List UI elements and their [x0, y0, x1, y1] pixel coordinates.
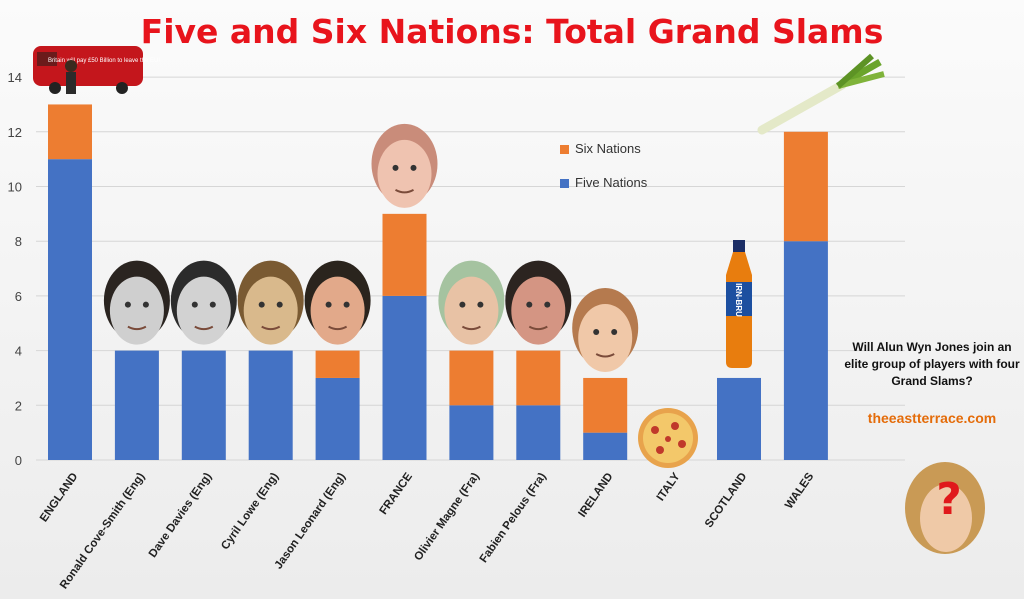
bar-five-nations-10 [717, 377, 761, 460]
bar-six-nations-11 [783, 131, 828, 242]
bar-six-nations-8 [583, 377, 628, 433]
bus-text: Britain will pay £50 Billion to leave th… [48, 58, 160, 64]
bar-five-nations-4 [315, 377, 360, 460]
x-tick-label: IRELAND [577, 471, 616, 520]
portrait-4 [304, 260, 371, 345]
legend-six-label: Six Nations [575, 141, 641, 156]
x-tick-label: Olivier Magne (Fra) [412, 471, 482, 563]
x-tick-label: Cyril Lowe (Eng) [219, 471, 281, 552]
site-url: theeastterrace.com [867, 410, 997, 426]
portrait-7 [505, 260, 572, 345]
y-tick-label: 2 [15, 398, 22, 413]
bar-five-nations-3 [248, 350, 293, 460]
portrait-6 [438, 260, 505, 345]
question-mark: ? [936, 474, 962, 525]
legend-six-swatch [560, 145, 569, 155]
bottle-icon: IRN-BRU [726, 240, 752, 368]
pizza-icon [638, 408, 698, 468]
portrait-1 [103, 260, 170, 345]
bar-five-nations-7 [516, 405, 561, 460]
x-tick-label: Dave Davies (Eng) [147, 471, 214, 560]
y-tick-label: 6 [15, 289, 22, 304]
bar-six-nations-6 [449, 350, 494, 406]
legend-six-nations: Six Nations [560, 141, 641, 156]
legend-five-swatch [560, 179, 569, 189]
bar-five-nations-8 [583, 432, 628, 460]
bar-five-nations-2 [181, 350, 226, 460]
portrait-8 [572, 287, 639, 372]
bar-five-nations-11 [783, 241, 828, 460]
legend-five-nations: Five Nations [560, 175, 647, 190]
leek-icon [757, 53, 885, 135]
portrait-5 [371, 123, 438, 208]
bus-icon: Britain will pay £50 Billion to leave th… [33, 46, 160, 94]
y-tick-label: 10 [8, 180, 22, 195]
player-photos [103, 123, 639, 372]
x-tick-label: SCOTLAND [703, 471, 749, 530]
y-tick-label: 8 [15, 234, 22, 249]
y-tick-label: 14 [8, 70, 22, 85]
question-face: ? [905, 462, 985, 554]
x-tick-label: WALES [783, 471, 816, 512]
bar-six-nations-7 [516, 350, 561, 406]
bar-five-nations-1 [114, 350, 159, 460]
x-tick-label: ITALY [655, 471, 683, 504]
x-tick-label: ENGLAND [38, 471, 80, 524]
chart-title: Five and Six Nations: Total Grand Slams [140, 12, 884, 51]
portrait-2 [170, 260, 237, 345]
x-tick-label: Fabien Pelous (Fra) [478, 471, 549, 565]
y-tick-label: 0 [15, 453, 22, 468]
y-tick-label: 12 [8, 125, 22, 140]
legend-five-label: Five Nations [575, 175, 648, 190]
y-tick-label: 4 [15, 344, 22, 359]
bar-five-nations-6 [449, 405, 494, 460]
svg-text:Britain will pay £50 Billion t: Britain will pay £50 Billion to leave th… [48, 58, 160, 64]
bar-six-nations-5 [382, 213, 427, 296]
bar-five-nations-0 [48, 159, 92, 460]
bottle-label: IRN-BRU [734, 283, 743, 317]
x-tick-label: Jason Leonard (Eng) [273, 471, 349, 572]
question-annotation: Will Alun Wyn Jones join an elite group … [844, 340, 1020, 388]
x-tick-label: FRANCE [378, 471, 416, 517]
bar-five-nations-5 [382, 295, 427, 460]
portrait-3 [237, 260, 304, 345]
bar-six-nations-0 [48, 104, 92, 160]
bar-six-nations-4 [315, 350, 360, 378]
